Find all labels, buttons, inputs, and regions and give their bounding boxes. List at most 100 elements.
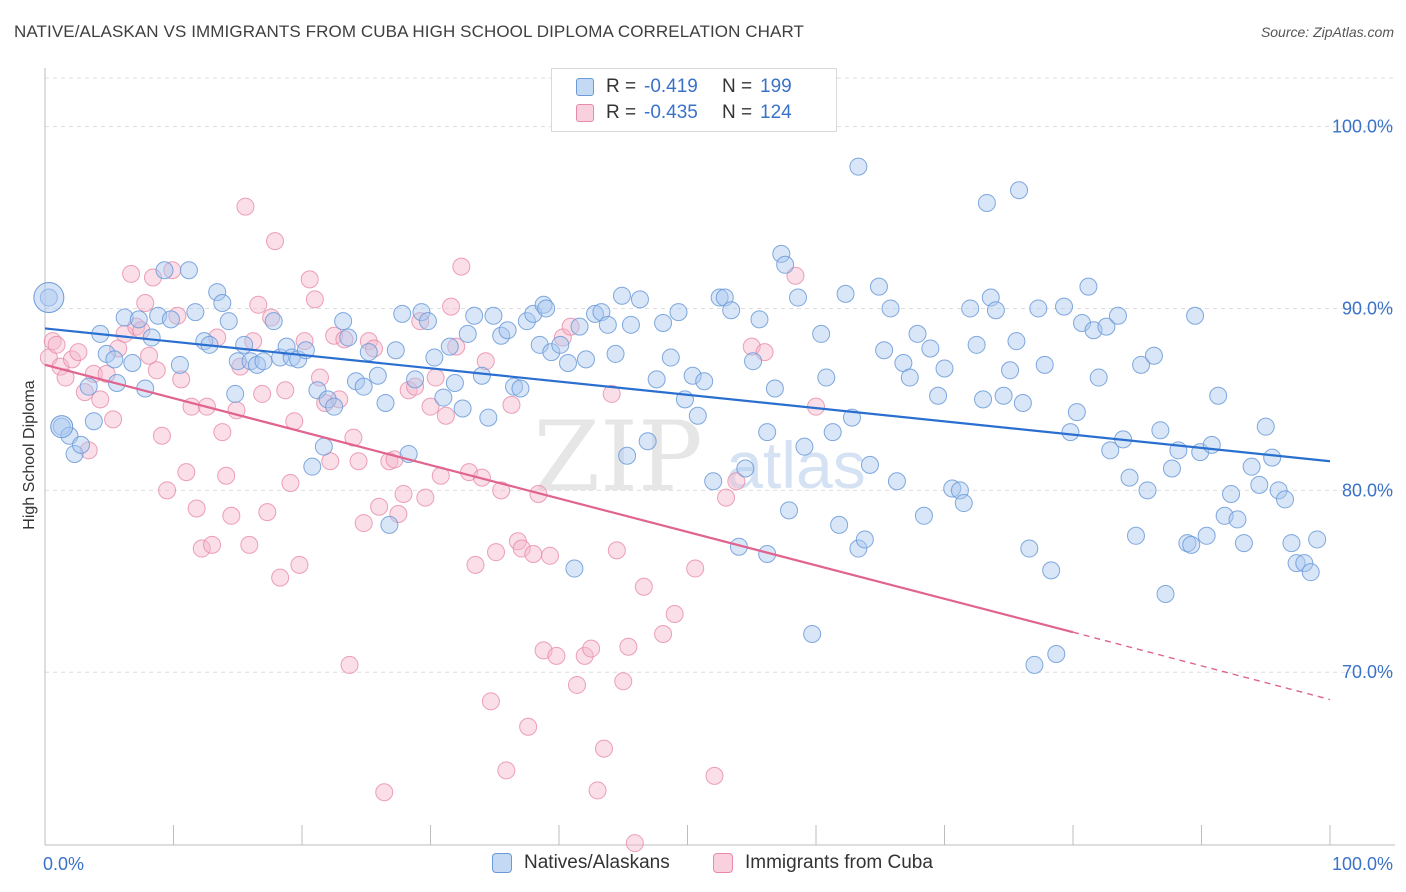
data-point-natives	[1295, 554, 1314, 573]
data-point-cuba	[502, 395, 521, 414]
data-point-cuba	[152, 426, 171, 445]
data-point-cuba	[349, 452, 368, 471]
data-point-natives	[900, 368, 919, 387]
data-point-cuba	[524, 544, 543, 563]
data-point-natives	[836, 284, 855, 303]
data-point-natives	[758, 423, 777, 442]
data-point-natives	[1242, 457, 1261, 476]
data-point-cuba	[172, 370, 191, 389]
data-point-natives	[453, 399, 472, 418]
data-point-natives	[542, 343, 561, 362]
data-point-natives	[977, 193, 996, 212]
data-point-cuba	[47, 335, 66, 354]
data-point-natives	[412, 303, 431, 322]
data-point-cuba	[325, 326, 344, 345]
data-point-natives	[1013, 394, 1032, 413]
data-point-natives	[704, 472, 723, 491]
series-legend: Natives/Alaskans Immigrants from Cuba	[0, 852, 1406, 876]
data-point-natives	[334, 312, 353, 331]
data-point-natives	[1020, 539, 1039, 558]
data-point-natives	[235, 335, 254, 354]
data-point-cuba	[271, 568, 290, 587]
n-value-natives: 199	[760, 76, 792, 97]
data-point-cuba	[727, 472, 746, 491]
data-point-cuba	[654, 625, 673, 644]
data-point-natives	[849, 539, 868, 558]
data-point-natives	[71, 435, 90, 454]
data-point-natives	[1282, 534, 1301, 553]
data-point-natives	[1182, 535, 1201, 554]
data-point-natives	[219, 312, 238, 331]
data-point-natives	[380, 515, 399, 534]
data-point-cuba	[305, 290, 324, 309]
data-point-natives	[621, 315, 640, 334]
data-point-natives	[84, 412, 103, 431]
data-point-natives	[208, 283, 227, 302]
data-point-natives	[647, 370, 666, 389]
r-label: R =	[606, 102, 637, 123]
data-point-natives	[1209, 386, 1228, 405]
data-point-natives	[1250, 475, 1269, 494]
data-point-natives	[817, 368, 836, 387]
x-tick-label-min: 0.0%	[43, 854, 84, 874]
data-point-natives	[277, 337, 296, 356]
data-point-natives	[115, 308, 134, 327]
data-point-natives	[570, 317, 589, 336]
data-point-cuba	[147, 361, 166, 380]
data-point-cuba	[481, 692, 500, 711]
data-point-natives	[967, 335, 986, 354]
data-point-natives	[161, 310, 180, 329]
tick-labels: 70.0% 80.0% 90.0% 100.0% 0.0% 100.0%	[43, 117, 1393, 874]
data-point-natives	[875, 341, 894, 360]
data-point-natives	[736, 459, 755, 478]
data-point-natives	[264, 312, 283, 331]
data-point-natives	[1101, 441, 1120, 460]
data-point-cuba	[547, 646, 566, 665]
data-point-natives	[1072, 313, 1091, 332]
data-point-natives	[921, 339, 940, 358]
data-point-natives	[1269, 481, 1288, 500]
data-point-natives	[1029, 299, 1048, 318]
legend-swatch-blue	[576, 78, 594, 96]
data-point-natives	[1035, 355, 1054, 374]
watermark-atlas: atlas	[726, 428, 865, 502]
data-point-cuba	[567, 675, 586, 694]
data-point-natives	[780, 501, 799, 520]
data-point-cuba	[266, 232, 285, 251]
legend-row-natives: R = -0.419 N = 199	[576, 75, 792, 99]
data-point-natives	[823, 423, 842, 442]
data-point-natives	[425, 348, 444, 367]
data-point-cuba	[436, 406, 455, 425]
gridlines	[45, 77, 1395, 673]
watermark-zip: ZIP	[533, 401, 702, 513]
data-point-natives	[386, 341, 405, 360]
data-point-natives	[688, 406, 707, 425]
data-point-natives	[479, 408, 498, 427]
data-point-cuba	[91, 390, 110, 409]
data-point-cuba	[512, 539, 531, 558]
data-point-natives	[1097, 317, 1116, 336]
data-point-natives	[170, 355, 189, 374]
data-point-natives	[860, 455, 879, 474]
data-point-cuba	[136, 293, 155, 312]
data-point-natives	[881, 299, 900, 318]
legend-swatch-natives	[492, 853, 512, 873]
data-point-cuba	[705, 766, 724, 785]
data-point-natives	[1120, 468, 1139, 487]
data-point-cuba	[240, 535, 259, 554]
correlation-legend: R = -0.419 N = 199 R = -0.435 N = 124	[551, 68, 837, 132]
data-point-natives	[1263, 448, 1282, 467]
data-point-natives	[393, 304, 412, 323]
data-point-natives	[551, 335, 570, 354]
legend-swatch-pink	[576, 104, 594, 122]
data-point-natives	[683, 366, 702, 385]
data-point-natives	[1202, 435, 1221, 454]
data-point-cuba	[158, 481, 177, 500]
data-point-natives	[440, 337, 459, 356]
data-point-cuba	[104, 410, 123, 429]
data-point-cuba	[406, 377, 425, 396]
data-point-cuba	[442, 297, 461, 316]
data-point-natives	[1079, 277, 1098, 296]
data-point-natives	[65, 444, 84, 463]
